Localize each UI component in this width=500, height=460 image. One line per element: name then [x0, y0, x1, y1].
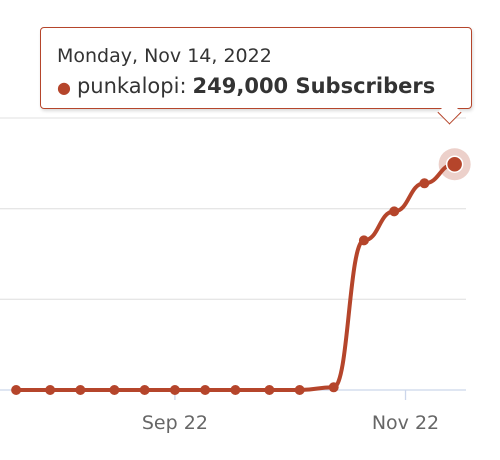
x-tick-label: Sep 22: [142, 412, 208, 434]
x-tick-label: Nov 22: [372, 412, 439, 434]
point: [264, 385, 275, 395]
point: [389, 206, 400, 217]
tooltip-marker: ●: [57, 78, 71, 97]
point: [139, 385, 150, 395]
point: [445, 155, 464, 173]
point: [45, 385, 56, 395]
tooltip-series: punkalopi: [77, 74, 187, 98]
tooltip-value: 249,000 Subscribers: [192, 74, 436, 98]
tooltip-row: ● punkalopi249,000 Subscribers: [57, 74, 435, 98]
point: [109, 385, 120, 395]
tooltip-date: Monday, Nov 14, 2022: [57, 45, 272, 67]
point: [169, 385, 180, 395]
point: [200, 385, 211, 395]
point: [75, 385, 86, 395]
tooltip: Monday, Nov 14, 2022 ● punkalopi249,000 S…: [40, 27, 472, 109]
point: [358, 235, 369, 246]
point: [230, 385, 241, 395]
point: [328, 382, 339, 393]
series-line: [16, 162, 455, 392]
point: [11, 385, 22, 395]
point: [419, 178, 430, 189]
point: [294, 385, 305, 395]
